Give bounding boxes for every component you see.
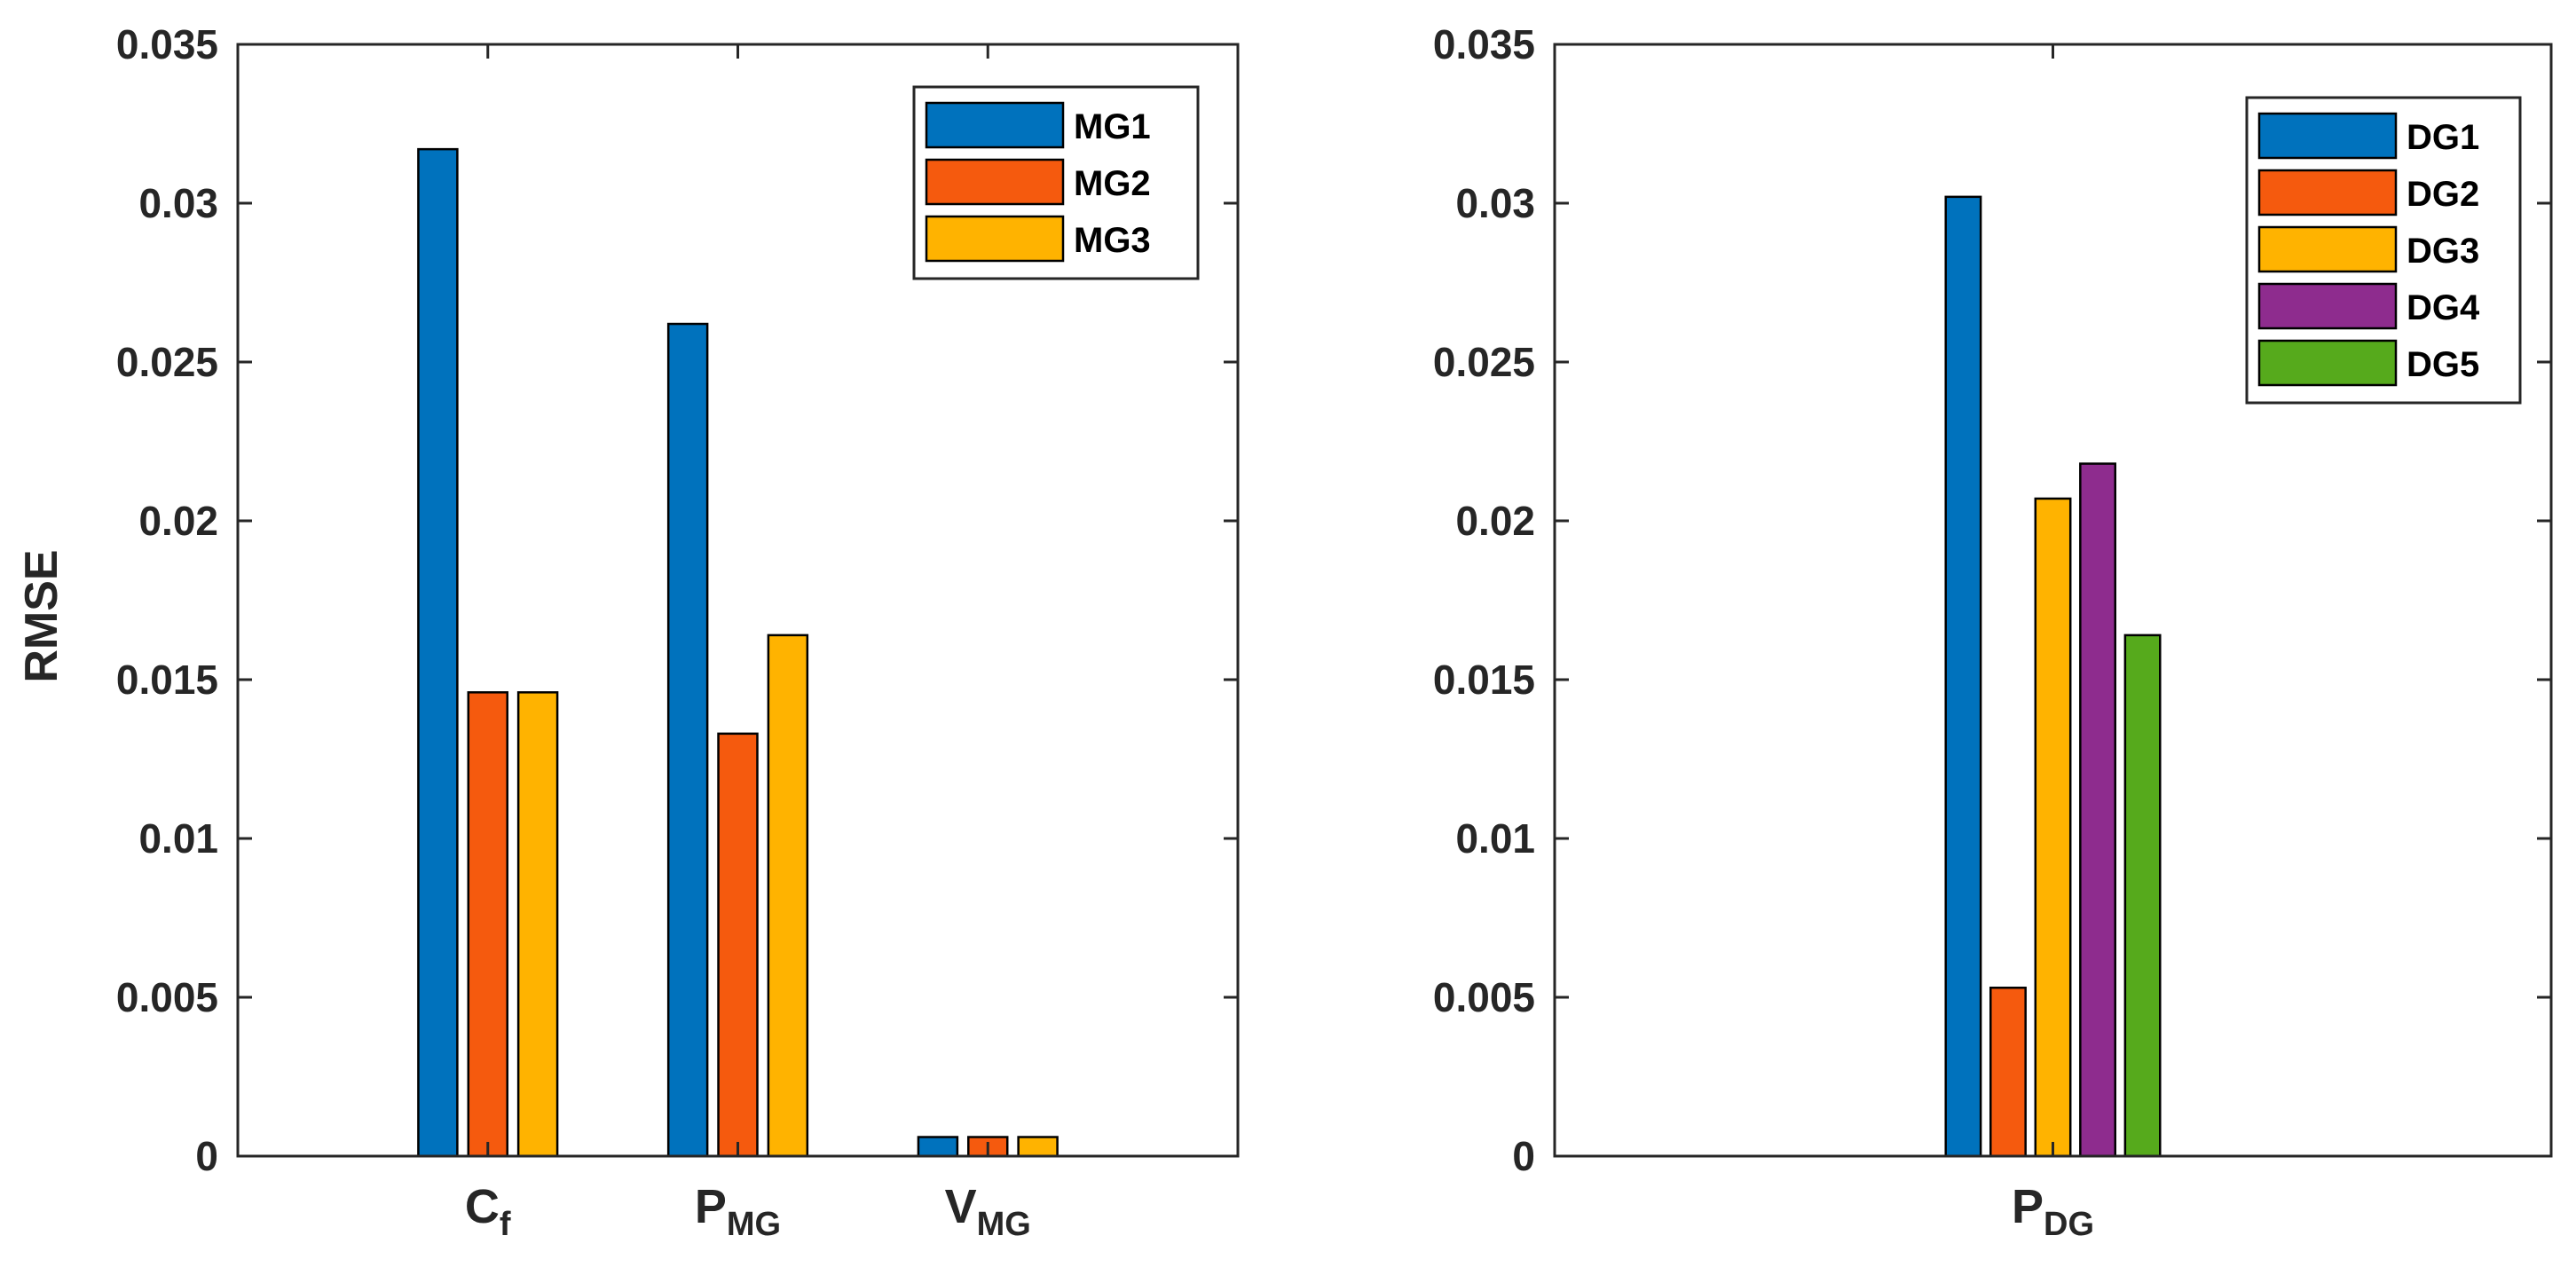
x-tick-label-sub: f [500, 1206, 511, 1243]
axes-frame [236, 43, 1240, 1158]
x-tick-label-sub: DG [2044, 1206, 2094, 1243]
legend-label-dg2: DG2 [2407, 175, 2479, 214]
y-tick-label: 0 [1512, 1133, 1535, 1179]
y-tick-label: 0.03 [138, 180, 218, 226]
y-tick-label: 0.005 [116, 974, 218, 1020]
legend-label-mg2: MG2 [1074, 164, 1151, 203]
x-tick-label-main: C [465, 1180, 500, 1233]
y-axis-label: RMSE [16, 549, 67, 682]
bar-mg1-2 [917, 1136, 959, 1158]
x-tick-label: PMG [695, 1180, 781, 1243]
bar-mg3-1 [767, 634, 809, 1158]
y-tick-label: 0.025 [1433, 339, 1535, 385]
legend-label-dg1: DG1 [2407, 118, 2479, 157]
y-tick-label: 0.03 [1455, 180, 1535, 226]
y-tick-label: 0.01 [138, 815, 218, 862]
legend-swatch-dg1 [2257, 112, 2398, 160]
y-tick-label: 0.005 [1433, 974, 1535, 1020]
bar-mg1-0 [417, 147, 459, 1158]
y-tick-label: 0.015 [1433, 657, 1535, 703]
legend-label-mg3: MG3 [1074, 221, 1151, 260]
bar-mg2-0 [467, 691, 508, 1158]
bar-mg2-1 [717, 732, 759, 1158]
legend-label-dg4: DG4 [2407, 288, 2480, 327]
bar-dg4-0 [2079, 462, 2116, 1158]
legend-label-dg3: DG3 [2407, 232, 2479, 271]
y-tick-label: 0.01 [1455, 815, 1535, 862]
legend-label-dg5: DG5 [2407, 345, 2479, 384]
x-tick-label-main: V [945, 1180, 977, 1233]
legend: MG1 MG2 MG3 [912, 85, 1200, 280]
bar-mg3-0 [516, 691, 559, 1158]
x-tick-label-sub: MG [727, 1206, 781, 1243]
bar-mg3-2 [1017, 1136, 1059, 1158]
bar-dg3-0 [2034, 497, 2072, 1158]
x-tick-label: PDG [2012, 1180, 2094, 1243]
legend-swatch-dg5 [2257, 339, 2398, 387]
y-tick-label: 0.035 [116, 21, 218, 67]
bar-mg1-1 [666, 322, 709, 1158]
legend-swatch-dg3 [2257, 225, 2398, 273]
legend: DG1 DG2 DG3 DG4 DG5 [2245, 96, 2522, 405]
legend-swatch-mg2 [925, 158, 1065, 206]
x-tick-label-main: P [695, 1180, 727, 1233]
y-tick-label: 0.02 [1455, 498, 1535, 544]
x-tick-label-sub: MG [977, 1206, 1031, 1243]
legend-label-mg1: MG1 [1074, 107, 1151, 146]
y-tick-label: 0.02 [138, 498, 218, 544]
legend-swatch-dg4 [2257, 282, 2398, 330]
x-tick-label: VMG [945, 1180, 1031, 1243]
bar-dg5-0 [2123, 634, 2162, 1158]
bar-dg2-0 [1989, 987, 2027, 1158]
axes-frame [1553, 43, 2553, 1158]
y-tick-label: 0 [195, 1133, 218, 1179]
y-tick-label: 0.025 [116, 339, 218, 385]
x-tick-label: Cf [465, 1180, 511, 1243]
legend-swatch-dg2 [2257, 169, 2398, 216]
bar-dg1-0 [1944, 195, 1982, 1158]
right-chart: 00.0050.010.0150.020.0250.030.035PDGDG1D… [1433, 21, 2553, 1243]
y-tick-label: 0.015 [116, 657, 218, 703]
y-tick-label: 0.035 [1433, 21, 1535, 67]
x-tick-label-main: P [2012, 1180, 2044, 1233]
legend-swatch-mg1 [925, 101, 1065, 149]
legend-swatch-mg3 [925, 215, 1065, 263]
